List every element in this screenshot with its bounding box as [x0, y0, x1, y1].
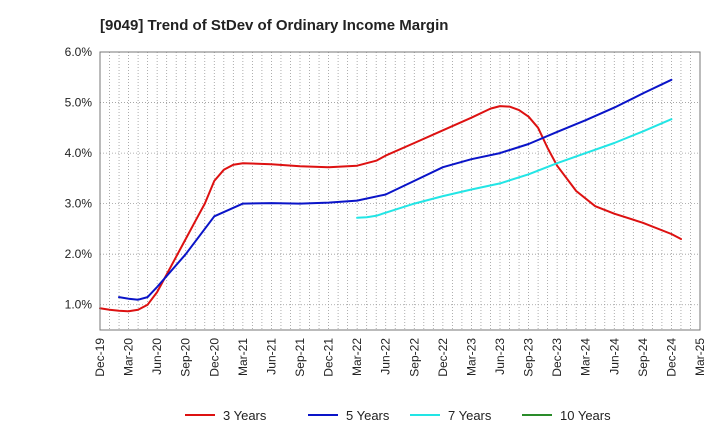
y-tick-label: 2.0%: [65, 247, 93, 261]
x-tick-label: Jun-24: [607, 338, 621, 375]
series-layer: [99, 78, 682, 313]
x-tick-label: Dec-21: [322, 338, 336, 377]
x-tick-label: Sep-21: [293, 338, 307, 377]
legend-label-10-years: 10 Years: [560, 408, 611, 423]
legend: 3 Years 5 Years 7 Years 10 Years: [185, 408, 611, 423]
x-tick-label: Sep-22: [407, 338, 421, 377]
x-tick-label: Sep-20: [179, 338, 193, 377]
y-tick-label: 1.0%: [65, 298, 93, 312]
plot-area: [100, 52, 700, 330]
x-tick-label: Jun-21: [264, 338, 278, 375]
x-tick-label: Sep-23: [522, 338, 536, 377]
x-tick-label: Jun-23: [493, 338, 507, 375]
x-tick-label: Dec-20: [207, 338, 221, 377]
x-tick-label: Mar-22: [350, 338, 364, 376]
series-line-3-years: [99, 105, 682, 313]
series-line-5-years: [118, 78, 673, 301]
axes: 1.0% 2.0% 3.0% 4.0% 5.0% 6.0% Dec-19 Mar-20 Jun-…: [65, 45, 707, 377]
x-tick-label: Jun-20: [150, 338, 164, 375]
plot-frame: [99, 51, 701, 331]
x-tick-label: Mar-24: [579, 338, 593, 376]
series-line-7-years: [356, 118, 673, 219]
y-tick-label: 6.0%: [65, 45, 93, 59]
legend-label-3-years: 3 Years: [223, 408, 267, 423]
x-tick-label: Mar-21: [236, 338, 250, 376]
grid: [99, 51, 701, 330]
legend-label-7-years: 7 Years: [448, 408, 492, 423]
x-tick-label: Mar-20: [122, 338, 136, 376]
x-tick-label: Sep-24: [636, 338, 650, 377]
legend-label-5-years: 5 Years: [346, 408, 390, 423]
chart-title: [9049] Trend of StDev of Ordinary Income…: [100, 17, 448, 34]
x-tick-label: Dec-23: [550, 338, 564, 377]
y-tick-label: 4.0%: [65, 146, 93, 160]
y-tick-label: 5.0%: [65, 96, 93, 110]
plot-background: [100, 52, 700, 330]
x-tick-label: Mar-25: [693, 338, 707, 376]
x-tick-label: Jun-22: [379, 338, 393, 375]
x-tick-label: Dec-22: [436, 338, 450, 377]
x-tick-label: Dec-24: [664, 338, 678, 377]
x-tick-label: Dec-19: [93, 338, 107, 377]
x-tick-label: Mar-23: [464, 338, 478, 376]
y-tick-label: 3.0%: [65, 197, 93, 211]
